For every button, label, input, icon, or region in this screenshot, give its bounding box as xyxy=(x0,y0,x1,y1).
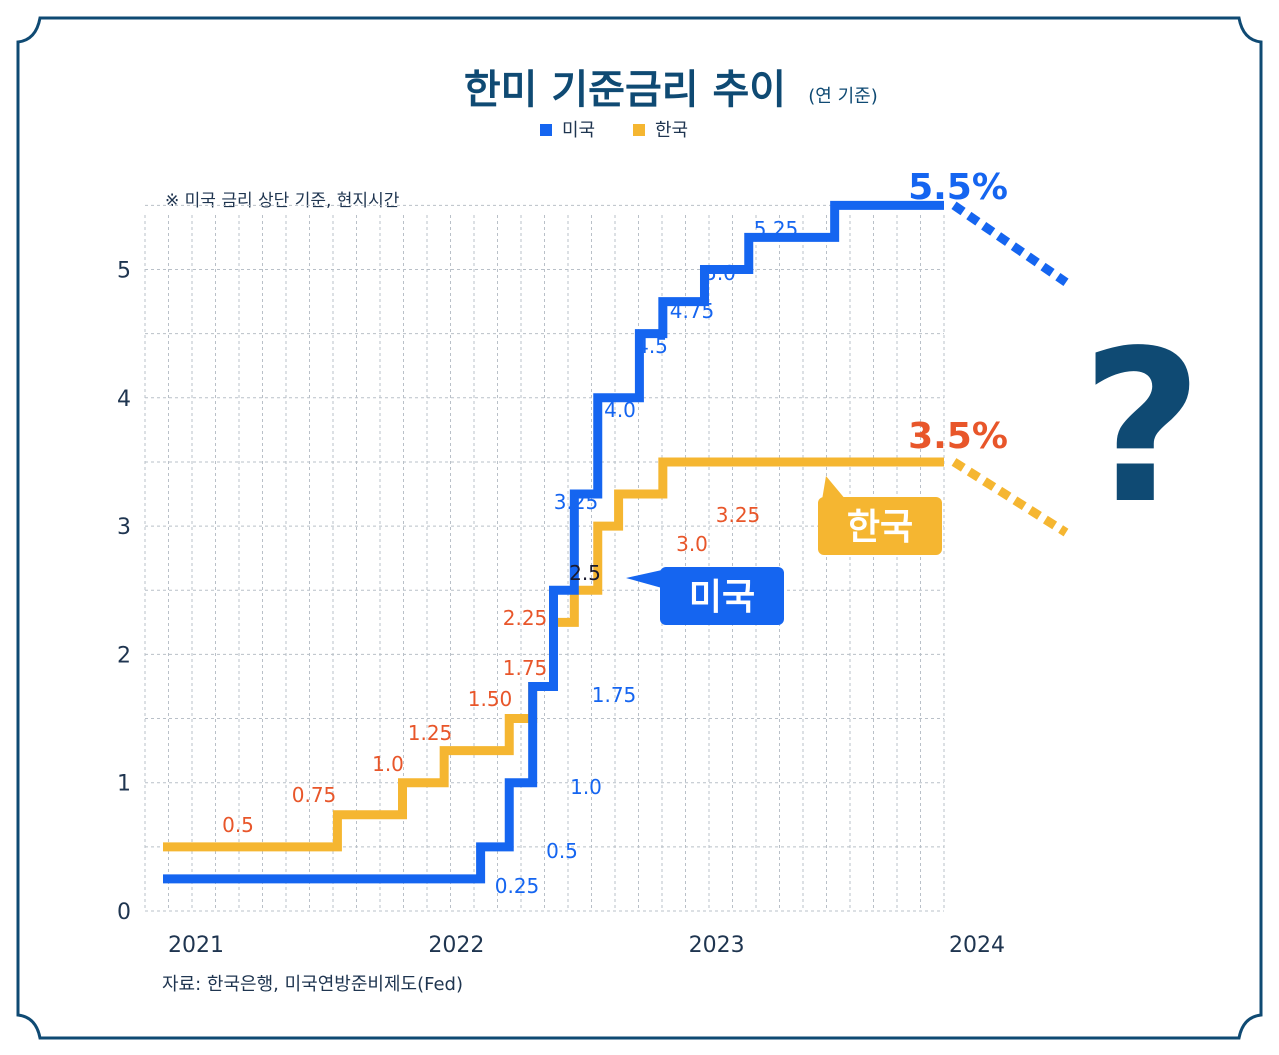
us-data-label: 4.75 xyxy=(670,299,715,323)
y-axis: 0 1 2 3 4 5 xyxy=(117,259,131,926)
chart-subtitle: (연 기준) xyxy=(808,86,877,107)
us-data-label: 2.5 xyxy=(569,561,601,585)
chart-note: ※ 미국 금리 상단 기준, 현지시간 xyxy=(165,191,400,211)
us-data-label: 1.0 xyxy=(570,775,602,799)
x-tick-label: 2021 xyxy=(168,933,224,958)
y-tick-label: 4 xyxy=(117,387,131,412)
us-tag-pointer xyxy=(626,570,662,588)
y-tick-label: 2 xyxy=(117,643,131,668)
kr-end-label: 3.5% xyxy=(908,416,1008,457)
us-data-label: 5.0 xyxy=(704,261,736,285)
kr-data-label: 0.5 xyxy=(222,813,254,837)
kr-data-label: 1.0 xyxy=(372,752,404,776)
kr-data-label: 1.75 xyxy=(503,656,548,680)
us-data-label: 1.75 xyxy=(592,683,637,707)
kr-data-label: 0.75 xyxy=(292,783,337,807)
us-forecast-line xyxy=(951,201,1069,287)
legend-us-swatch xyxy=(540,124,552,136)
kr-data-label: 2.25 xyxy=(503,606,548,630)
chart-title: 한미 기준금리 추이 xyxy=(464,67,786,113)
us-tag-text: 미국 xyxy=(689,577,755,618)
x-axis: 2021 2022 2023 2024 xyxy=(168,933,1005,958)
x-tick-label: 2023 xyxy=(689,933,745,958)
data-labels: 0.250.51.01.752.53.254.04.54.755.05.250.… xyxy=(222,167,1008,898)
us-tag-box xyxy=(660,567,784,625)
legend-us-label: 미국 xyxy=(562,120,595,141)
legend: 미국 한국 xyxy=(540,120,688,141)
us-data-label: 5.25 xyxy=(754,217,799,241)
legend-kr-label: 한국 xyxy=(655,120,688,141)
legend-kr-swatch xyxy=(633,124,645,136)
kr-tag-pointer xyxy=(822,476,846,500)
kr-tag: 한국 xyxy=(818,476,942,555)
x-tick-label: 2022 xyxy=(428,933,484,958)
question-mark: ? xyxy=(1081,305,1203,550)
kr-tag-text: 한국 xyxy=(847,507,913,548)
us-data-label: 4.5 xyxy=(636,334,668,358)
y-tick-label: 5 xyxy=(117,259,131,284)
us-data-label: 4.0 xyxy=(604,398,636,422)
us-rate-line xyxy=(163,200,944,884)
us-data-label: 0.25 xyxy=(495,874,540,898)
kr-data-label: 3.0 xyxy=(676,532,708,556)
kr-data-label: 1.25 xyxy=(408,721,453,745)
grid xyxy=(144,204,945,912)
card-frame xyxy=(16,16,1263,1040)
kr-data-label: 1.50 xyxy=(468,687,513,711)
series-layer xyxy=(163,200,1069,884)
us-data-label: 0.5 xyxy=(546,839,578,863)
kr-data-label: 3.25 xyxy=(716,503,761,527)
y-tick-label: 1 xyxy=(117,772,131,797)
us-end-label: 5.5% xyxy=(908,167,1008,208)
kr-tag-box xyxy=(818,497,942,555)
chart-source: 자료: 한국은행, 미국연방준비제도(Fed) xyxy=(162,974,463,995)
kr-forecast-line xyxy=(951,458,1069,537)
y-tick-label: 3 xyxy=(117,515,131,540)
us-tag: 미국 xyxy=(626,567,784,625)
y-tick-label: 0 xyxy=(117,900,131,925)
us-data-label: 3.25 xyxy=(554,490,599,514)
x-tick-label: 2024 xyxy=(949,933,1005,958)
